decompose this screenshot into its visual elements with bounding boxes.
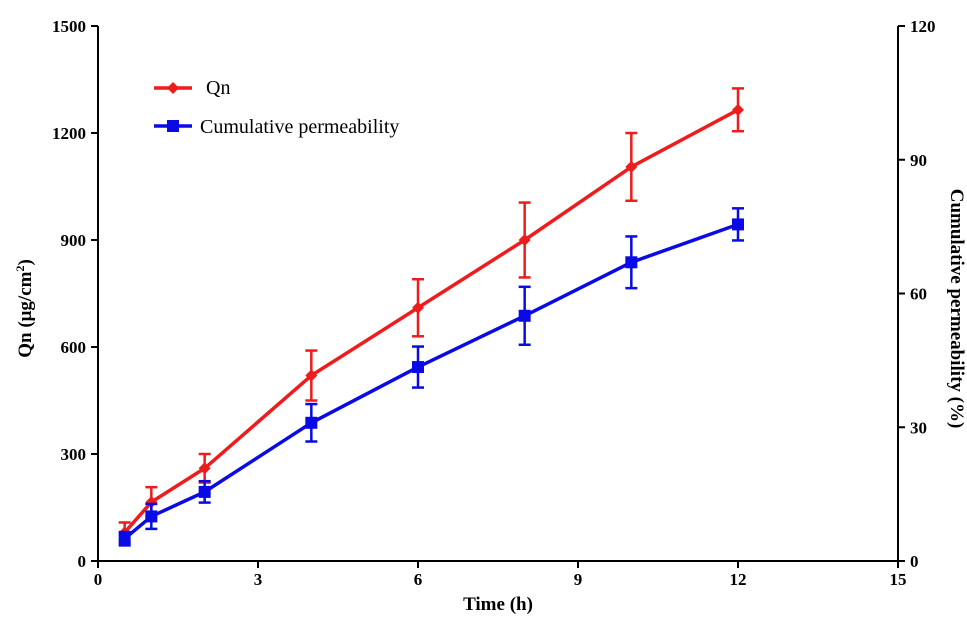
y-axis-title-sup: 2: [13, 266, 27, 272]
axes: [97, 26, 899, 562]
series-layer: [118, 87, 744, 547]
y-tick-label: 600: [61, 338, 87, 357]
legend-item-qn: Qn: [154, 77, 230, 99]
data-point-cumulative-permeability: [198, 485, 211, 498]
y-tick-label: 900: [61, 231, 87, 250]
legend-marker-qn: [167, 82, 179, 94]
y-tick-label: 1500: [52, 17, 86, 36]
y2-tick-label: 30: [910, 418, 927, 437]
y-tick-label: 0: [78, 552, 87, 571]
data-point-cumulative-permeability: [118, 532, 131, 545]
series-cumulative-permeability: [118, 207, 744, 547]
y-axis-title-main: Qn (μg/cm: [15, 271, 36, 357]
y2-tick-label: 120: [910, 17, 936, 36]
legend-marker-cumulative-permeability: [167, 120, 179, 132]
data-point-cumulative-permeability: [732, 218, 744, 231]
data-point-qn: [305, 369, 318, 382]
y2-tick-label: 0: [910, 552, 919, 571]
x-tick-label: 9: [574, 570, 583, 589]
data-point-qn: [732, 103, 744, 116]
series-line-cumulative-permeability: [123, 222, 739, 541]
x-tick-label: 12: [730, 570, 747, 589]
series-qn: [118, 87, 744, 544]
legend-item-cumulative-permeability: Cumulative permeability: [154, 116, 399, 138]
data-point-cumulative-permeability: [145, 510, 158, 523]
y2-axis-title: Cumulative permeability (%): [946, 189, 967, 429]
data-point-cumulative-permeability: [625, 256, 638, 269]
data-point-cumulative-permeability: [412, 361, 424, 374]
x-tick-label: 15: [890, 570, 907, 589]
y2-tick-label: 90: [910, 151, 927, 170]
y2-tick-label: 60: [910, 285, 927, 304]
y-tick-label: 1200: [52, 124, 86, 143]
x-axis-title: Time (h): [463, 594, 533, 615]
data-point-cumulative-permeability: [305, 416, 318, 429]
x-tick-label: 3: [254, 570, 263, 589]
series-line-qn: [123, 108, 739, 534]
x-tick-label: 0: [94, 570, 103, 589]
legend: Qn Cumulative permeability: [154, 77, 399, 138]
data-point-qn: [625, 160, 638, 173]
data-point-qn: [198, 462, 211, 475]
y-tick-label: 300: [61, 445, 87, 464]
legend-label-cumulative-permeability: Cumulative permeability: [200, 116, 399, 138]
legend-label-qn: Qn: [206, 77, 230, 99]
x-tick-label: 6: [414, 570, 423, 589]
y-axis-title-close: ): [15, 259, 36, 265]
data-point-qn: [412, 301, 424, 314]
y-axis-title: Qn (μg/cm2): [13, 259, 36, 358]
data-point-qn: [518, 234, 531, 246]
data-point-cumulative-permeability: [518, 309, 531, 322]
